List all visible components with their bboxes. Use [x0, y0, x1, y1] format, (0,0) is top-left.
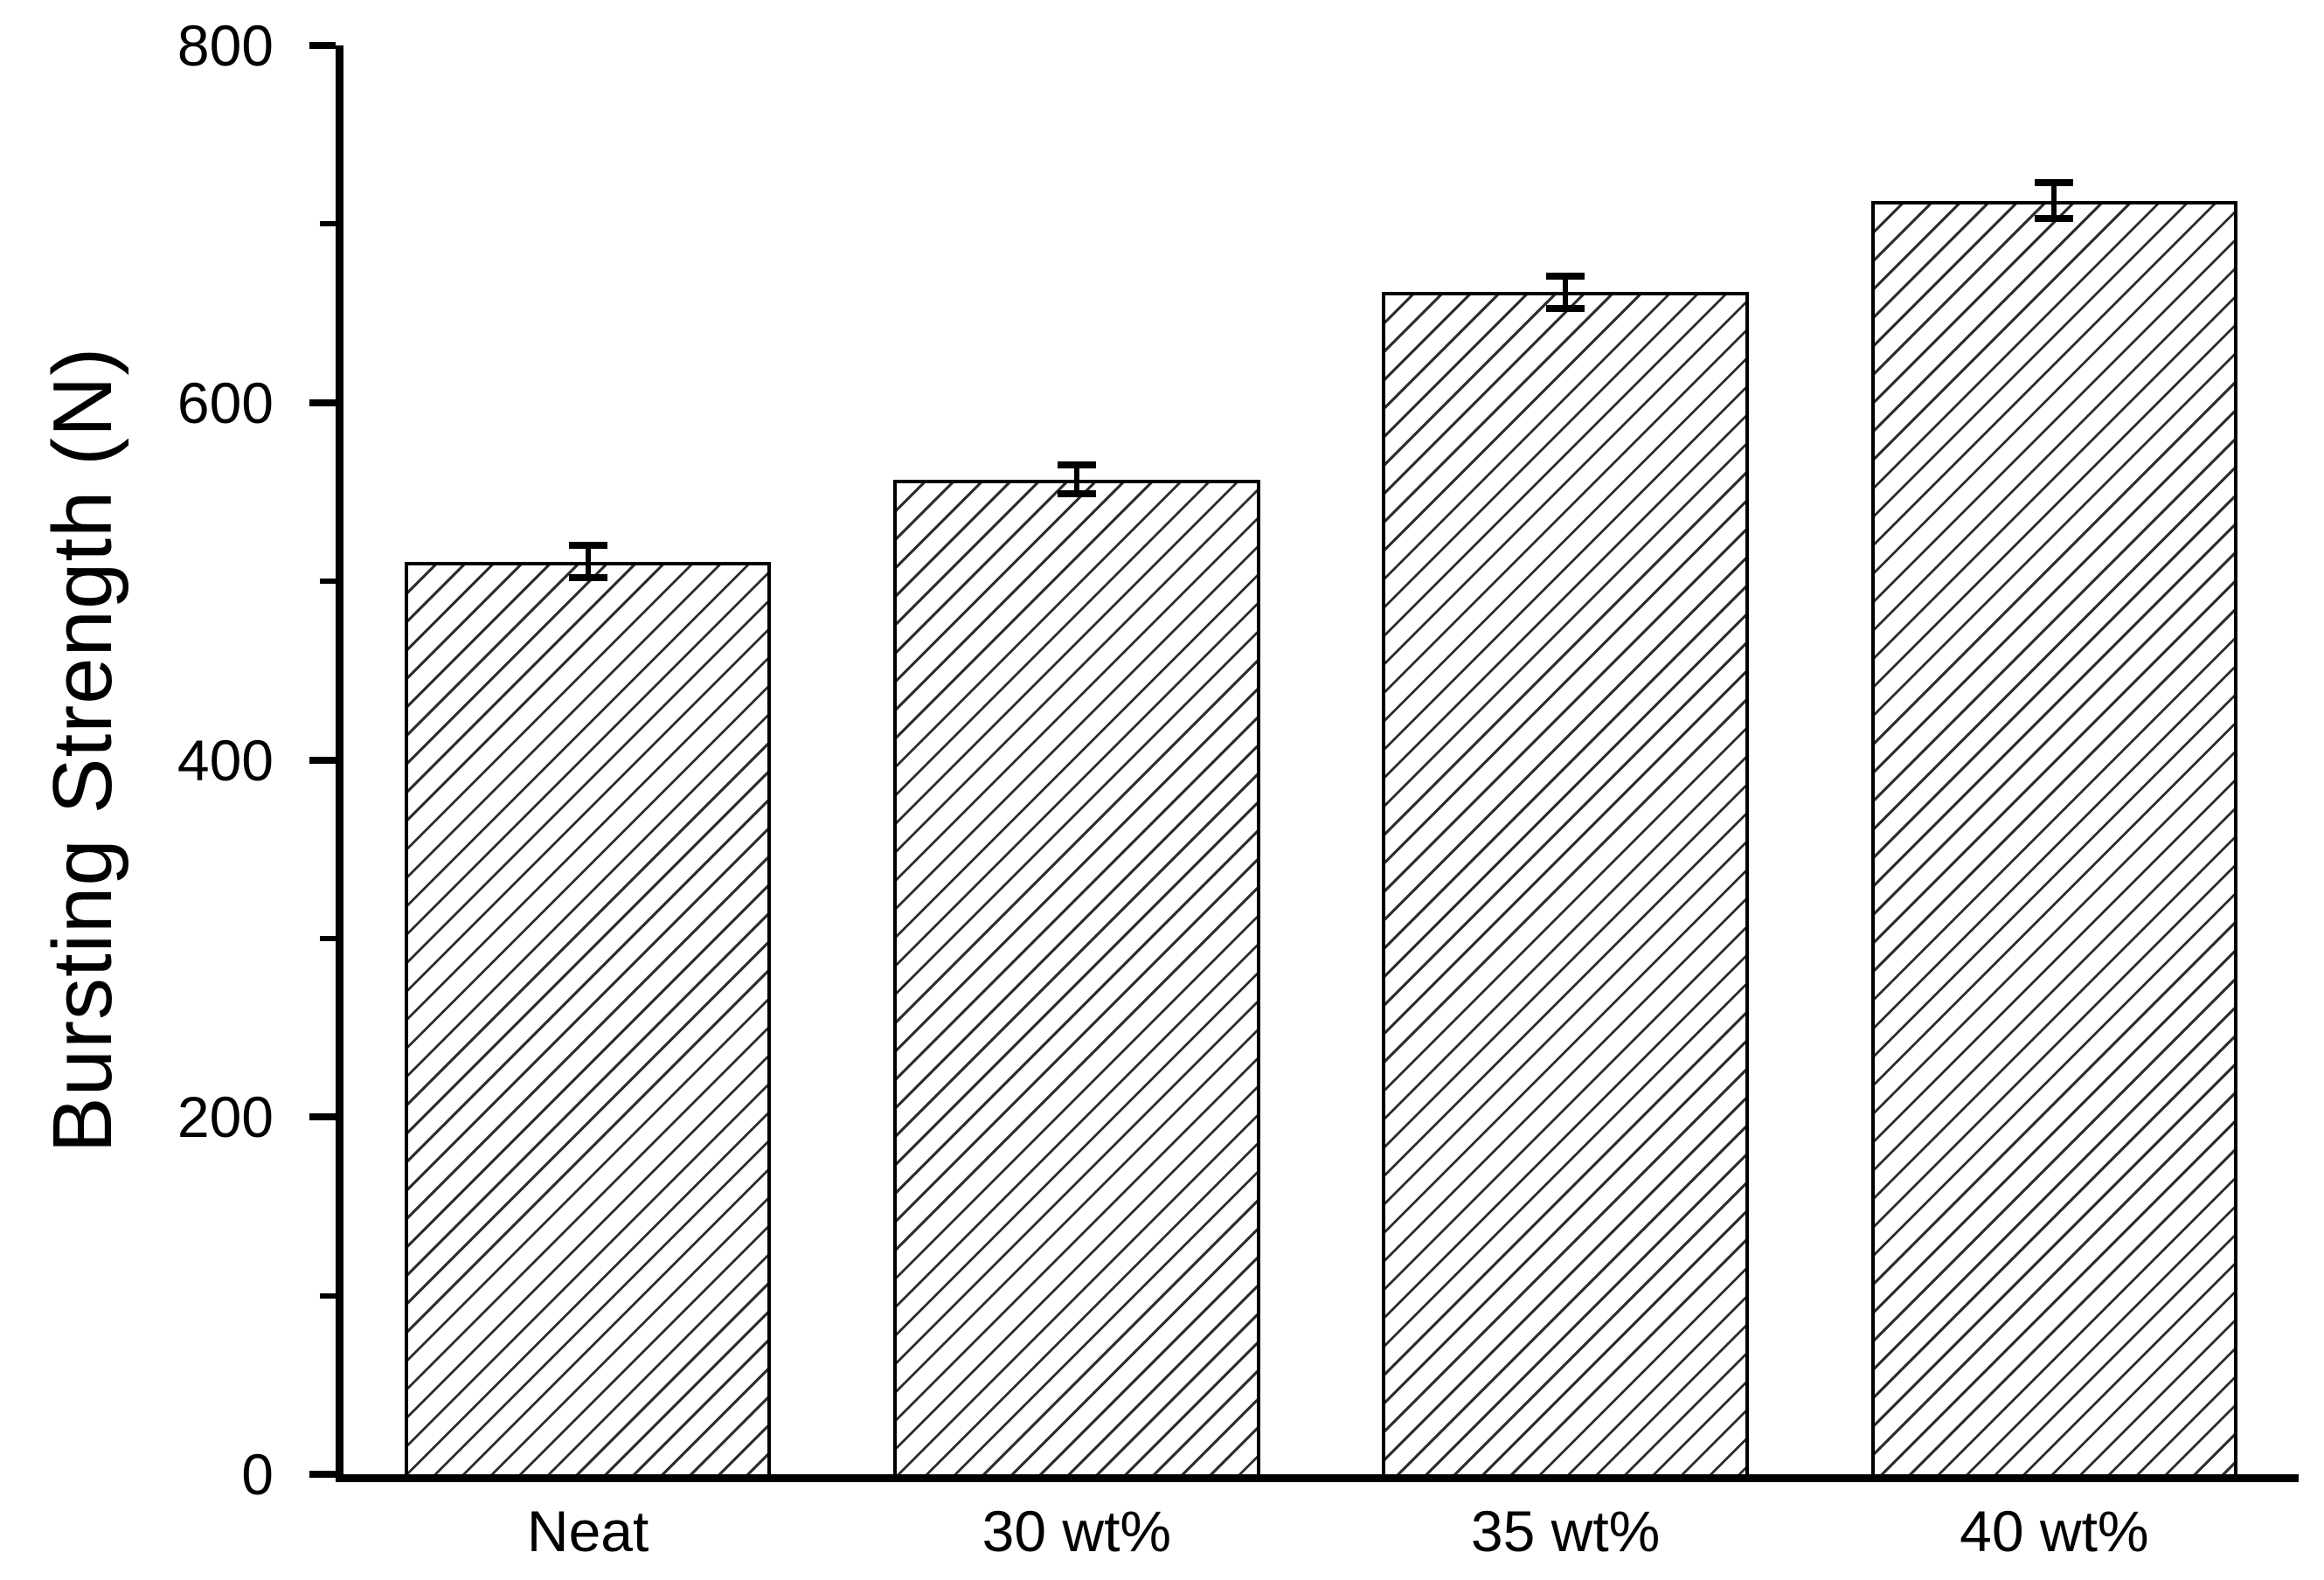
y-tick-label: 600	[177, 370, 274, 435]
y-major-tick	[309, 42, 336, 49]
error-bar	[2035, 179, 2074, 223]
y-minor-tick	[320, 221, 336, 227]
y-minor-tick	[320, 579, 336, 585]
bar	[1382, 292, 1749, 1474]
error-bar	[568, 542, 607, 582]
y-minor-tick	[320, 935, 336, 941]
x-tick-label: 40 wt%	[1960, 1499, 2149, 1563]
y-major-tick	[309, 1471, 336, 1478]
y-tick-label: 800	[177, 13, 274, 78]
bar	[893, 479, 1260, 1474]
error-bar-stem	[1073, 468, 1079, 491]
error-bar	[1546, 272, 1585, 312]
bar	[404, 561, 772, 1474]
bar	[1870, 200, 2238, 1474]
y-major-tick	[309, 398, 336, 406]
x-tick-label: 35 wt%	[1470, 1499, 1661, 1563]
x-tick-label: 30 wt%	[982, 1499, 1172, 1563]
error-bar-stem	[2051, 186, 2057, 216]
y-major-tick	[309, 756, 336, 764]
y-tick-label: 0	[241, 1442, 274, 1507]
y-minor-tick	[320, 1292, 336, 1299]
y-tick-label: 400	[177, 727, 274, 793]
y-major-tick	[309, 1113, 336, 1121]
error-bar-stem	[585, 549, 591, 575]
x-tick-label: Neat	[526, 1499, 649, 1563]
error-bar-stem	[1563, 279, 1569, 305]
y-tick-label: 200	[177, 1085, 274, 1150]
plot-area: 0 200 400 600 800 Neat 30 wt% 35 wt% 40 wt%	[177, 14, 2299, 1562]
error-bar	[1057, 461, 1096, 498]
